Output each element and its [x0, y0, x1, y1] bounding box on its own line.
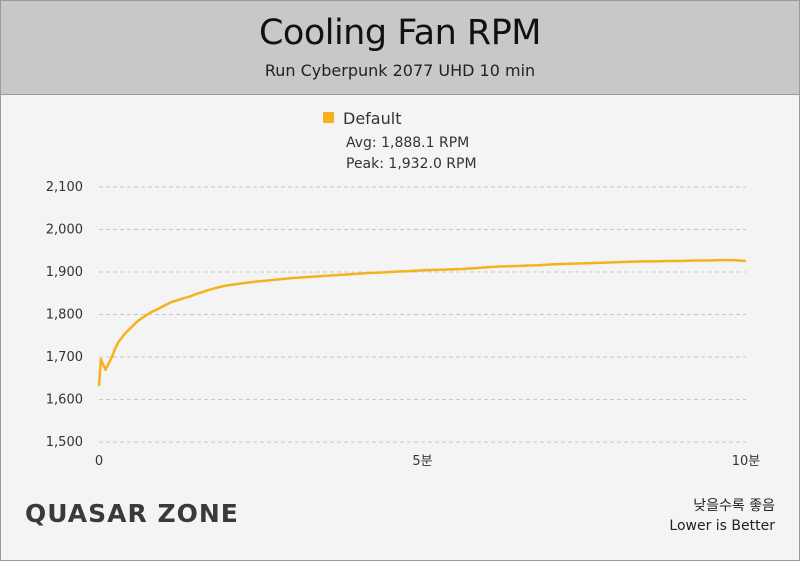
y-tick-label: 1,600 — [46, 393, 83, 408]
y-tick-label: 1,500 — [46, 435, 83, 450]
logo-text: QUASAR ZONE — [25, 499, 239, 528]
legend-avg: Avg: 1,888.1 RPM — [346, 135, 469, 151]
x-axis-ticks: 0 5분 10분 — [95, 454, 760, 469]
y-tick-label: 2,000 — [46, 223, 83, 238]
x-tick-label: 5분 — [412, 454, 432, 469]
quasarzone-logo: QUASAR ZONE — [25, 499, 239, 528]
legend-swatch — [323, 112, 334, 123]
y-axis-ticks: 1,500 1,600 1,700 1,800 1,900 2,000 2,100 — [46, 180, 83, 450]
note-english: Lower is Better — [669, 518, 775, 534]
legend: Default Avg: 1,888.1 RPM Peak: 1,932.0 R… — [323, 109, 477, 172]
grid-lines — [99, 186, 746, 443]
chart-title: Cooling Fan RPM — [258, 13, 542, 53]
y-tick-label: 1,700 — [46, 350, 83, 365]
series-line-default — [97, 258, 747, 386]
series-layer — [97, 258, 747, 386]
legend-peak: Peak: 1,932.0 RPM — [346, 156, 477, 172]
x-tick-label: 10분 — [732, 454, 761, 469]
x-tick-label: 0 — [95, 454, 103, 469]
chart-header: Cooling Fan RPM Run Cyberpunk 2077 UHD 1… — [1, 1, 799, 95]
y-tick-label: 1,800 — [46, 308, 83, 323]
lower-is-better-note: 낮을수록 좋음 Lower is Better — [669, 496, 775, 536]
y-tick-label: 1,900 — [46, 265, 83, 280]
chart-subtitle: Run Cyberpunk 2077 UHD 10 min — [264, 61, 536, 80]
legend-label: Default — [343, 109, 401, 128]
y-tick-label: 2,100 — [46, 180, 83, 195]
note-korean: 낮을수록 좋음 — [693, 498, 775, 514]
